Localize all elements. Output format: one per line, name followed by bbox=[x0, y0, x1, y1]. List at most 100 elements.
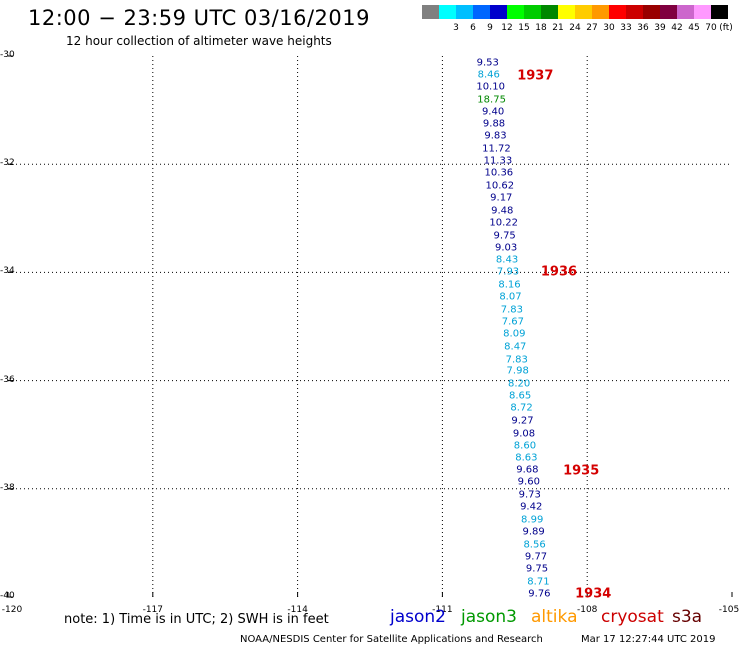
footer-credit: NOAA/NESDIS Center for Satellite Applica… bbox=[240, 634, 543, 645]
legend-item-s3a: s3a bbox=[672, 607, 703, 627]
y-tick-label: -32 bbox=[0, 158, 15, 169]
scale-swatch bbox=[711, 5, 728, 19]
wave-height-value: 9.68 bbox=[516, 464, 539, 476]
wave-height-value: 8.71 bbox=[527, 576, 550, 588]
y-tick-label: -34 bbox=[0, 266, 15, 277]
wave-height-value: 7.83 bbox=[500, 304, 524, 316]
wave-height-value: 8.20 bbox=[508, 378, 531, 390]
y-tick-label: -36 bbox=[0, 374, 15, 385]
wave-height-value: 8.16 bbox=[498, 279, 521, 291]
wave-height-value: 9.27 bbox=[511, 415, 534, 427]
legend-item-jason2: jason2 bbox=[390, 607, 446, 627]
wave-height-value: 9.76 bbox=[528, 588, 551, 600]
wave-height-value: 7.93 bbox=[496, 266, 520, 278]
wave-height-value: 9.77 bbox=[524, 551, 548, 563]
wave-height-value: 9.88 bbox=[482, 118, 506, 130]
x-tick-label: -105 bbox=[718, 605, 740, 615]
wave-height-value: 9.48 bbox=[491, 205, 514, 217]
page-title: 12:00 − 23:59 UTC 03/16/2019 bbox=[28, 6, 371, 30]
y-tick-label: -38 bbox=[0, 482, 15, 493]
scale-swatch bbox=[490, 5, 507, 19]
scale-label: 42 bbox=[671, 23, 683, 33]
legend-item-cryosat: cryosat bbox=[601, 607, 664, 627]
wave-height-value: 11.72 bbox=[482, 143, 511, 155]
scale-swatch bbox=[541, 5, 558, 19]
legend-item-altika: altika bbox=[531, 607, 578, 627]
wave-height-value: 11.33 bbox=[483, 155, 513, 167]
pass-number-label: 1936 bbox=[540, 264, 578, 280]
wave-height-value: 10.36 bbox=[484, 167, 514, 179]
y-tick-label: -40 bbox=[0, 591, 15, 601]
scale-label: 33 bbox=[620, 23, 632, 33]
wave-height-value: 18.75 bbox=[477, 94, 506, 106]
wave-height-value: 9.75 bbox=[493, 230, 516, 242]
scale-label: 15 bbox=[518, 23, 530, 33]
wave-height-value: 9.75 bbox=[525, 563, 549, 575]
x-tick-label: -111 bbox=[432, 605, 453, 615]
scale-label: 9 bbox=[487, 23, 493, 33]
scale-label: 12 bbox=[501, 23, 513, 33]
scale-label: 21 bbox=[552, 23, 564, 33]
scale-label: 24 bbox=[569, 23, 581, 33]
x-tick-label: -114 bbox=[287, 605, 308, 615]
wave-height-value: 8.07 bbox=[499, 291, 522, 303]
wave-height-value: 7.67 bbox=[501, 316, 524, 328]
wave-height-value: 9.42 bbox=[520, 501, 543, 513]
wave-height-value: 8.09 bbox=[503, 328, 526, 340]
wave-height-value: 10.10 bbox=[476, 81, 505, 93]
x-tick-label: -108 bbox=[576, 605, 598, 615]
scale-label: 3 bbox=[453, 23, 459, 33]
scale-swatch bbox=[524, 5, 541, 19]
footer-timestamp: Mar 17 12:27:44 UTC 2019 bbox=[581, 634, 716, 645]
scale-label: 45 bbox=[688, 23, 700, 33]
wave-height-value: 10.22 bbox=[489, 217, 519, 229]
pass-number-label: 1935 bbox=[563, 463, 600, 479]
wave-height-value: 8.43 bbox=[495, 254, 519, 266]
wave-height-value: 9.40 bbox=[481, 106, 505, 118]
scale-swatch bbox=[507, 5, 524, 19]
pass-number-label: 1937 bbox=[517, 68, 554, 84]
wave-height-value: 8.65 bbox=[508, 390, 532, 402]
x-tick-label: -120 bbox=[1, 605, 23, 615]
scale-label: 6 bbox=[470, 23, 476, 33]
wave-height-value: 8.46 bbox=[477, 69, 500, 81]
wave-height-value: 9.53 bbox=[476, 57, 499, 69]
wave-height-value: 10.62 bbox=[485, 180, 515, 192]
y-tick-label: -30 bbox=[0, 50, 15, 60]
scale-label: 36 bbox=[637, 23, 649, 33]
wave-height-value: 9.89 bbox=[522, 526, 545, 538]
scale-unit: (ft) bbox=[719, 23, 733, 33]
scale-swatch bbox=[575, 5, 592, 19]
scale-label: 70 bbox=[705, 23, 717, 33]
scale-swatch bbox=[677, 5, 694, 19]
x-tick-label: -117 bbox=[142, 605, 164, 615]
scale-label: 27 bbox=[586, 23, 598, 33]
wave-height-value: 7.83 bbox=[505, 354, 528, 365]
units-note: note: 1) Time is in UTC; 2) SWH is in fe… bbox=[64, 612, 329, 627]
wave-height-value: 9.83 bbox=[484, 130, 507, 142]
scale-swatch bbox=[456, 5, 473, 19]
wave-height-value: 9.17 bbox=[490, 192, 513, 204]
scale-swatch bbox=[422, 5, 439, 19]
scale-label: 39 bbox=[654, 23, 666, 33]
scale-swatch bbox=[592, 5, 609, 19]
scale-swatch bbox=[609, 5, 626, 19]
scale-swatch bbox=[439, 5, 456, 19]
pass-number-label: 1934 bbox=[575, 586, 612, 602]
wave-height-value: 9.08 bbox=[512, 428, 536, 440]
wave-height-value: 9.60 bbox=[517, 476, 540, 488]
wave-height-value: 8.72 bbox=[510, 402, 533, 414]
legend-item-jason3: jason3 bbox=[461, 607, 517, 627]
scale-swatch bbox=[558, 5, 575, 19]
wave-height-value: 8.60 bbox=[513, 440, 537, 452]
wave-height-value: 9.73 bbox=[518, 489, 541, 501]
scale-swatch bbox=[643, 5, 660, 19]
page-subtitle: 12 hour collection of altimeter wave hei… bbox=[66, 34, 332, 48]
wave-height-value: 9.03 bbox=[494, 242, 518, 253]
wave-height-value: 8.47 bbox=[504, 341, 527, 353]
scale-label: 30 bbox=[603, 23, 615, 33]
scale-swatch bbox=[660, 5, 677, 19]
scale-swatch bbox=[626, 5, 643, 19]
scale-swatch bbox=[694, 5, 711, 19]
